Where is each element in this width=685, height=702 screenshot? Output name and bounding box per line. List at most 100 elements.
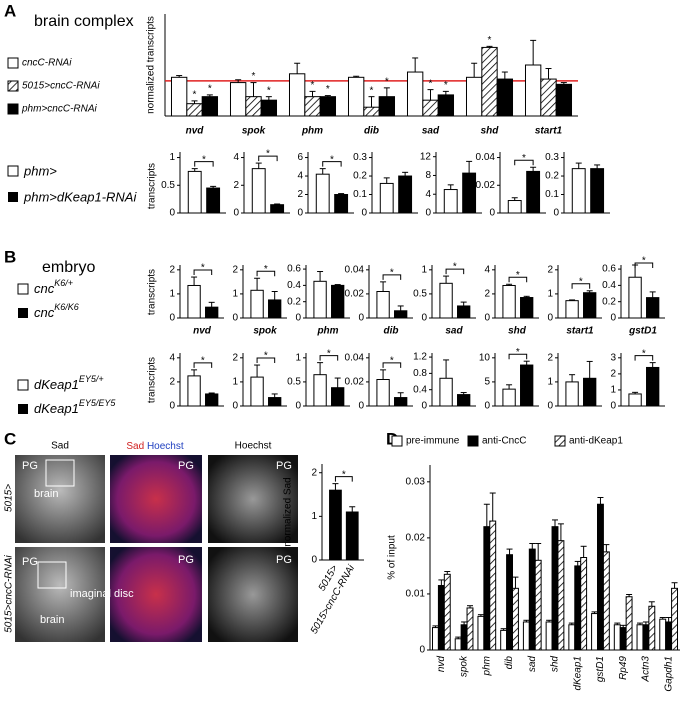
panel-label: B [4,247,16,266]
bar [363,106,380,117]
bar [270,204,285,214]
y-tick-label: 0.4 [413,384,427,395]
significance: * [264,351,268,362]
x-tick-label: shd [550,656,561,673]
x-label: start1 [566,326,594,337]
significance: * [370,85,374,96]
significance: * [444,80,448,91]
y-tick-label: 1 [421,264,427,275]
y-tick-label: 0.2 [602,296,616,307]
significance: * [642,348,646,359]
bar [422,99,439,117]
bar [378,96,396,117]
bar [481,46,498,117]
bar [379,182,394,214]
image-label: PG [22,460,38,472]
y-tick-label: 1 [311,511,317,522]
x-tick-label: nvd [186,126,205,137]
legend-label: phm>dKeap1-RNAi [23,189,137,204]
panel-label: A [4,1,16,20]
bar [590,168,605,214]
y-tick-label: 1 [547,377,553,388]
bar [457,394,471,407]
y-label: % of input [387,535,398,580]
y-tick-label: 0.02 [476,180,496,191]
image [15,547,105,642]
y-tick-label: 0 [425,208,431,219]
legend-swatch [554,435,566,447]
bar [186,103,203,117]
legend-label: 5015>cncC-RNAi [22,81,100,92]
bar [229,82,247,117]
y-tick-label: 0.3 [545,152,559,163]
bar [465,76,483,117]
significance: * [488,35,492,46]
y-tick-label: 1.2 [413,352,427,363]
bar [268,299,282,319]
bar [205,306,219,319]
y-tick-label: 0.04 [476,152,496,163]
significance: * [390,356,394,367]
bar [437,94,455,117]
bar [347,76,365,117]
y-tick-label: 2 [484,289,490,300]
legend-label: cncK6/+ [34,278,73,296]
legend-label: phm> [23,163,57,178]
legend-label: phm>cncC-RNAi [21,104,98,115]
legend-label: anti-CncC [482,436,526,447]
y-tick-label: 0 [295,313,301,324]
image-label: PG [22,556,38,568]
bar [376,291,390,319]
x-tick-label: dib [504,656,515,670]
bar [245,96,262,117]
y-tick-label: 2 [547,352,553,363]
image [208,547,298,642]
y-tick-label: 0 [484,401,490,412]
y-tick-label: 1 [232,289,238,300]
x-tick-label: start1 [535,126,563,137]
bar [502,388,516,407]
bar [502,284,516,319]
significance-bracket [334,476,353,482]
y-tick-label: 0 [358,313,364,324]
y-tick-label: 0 [547,313,553,324]
bar [555,83,573,117]
image [110,547,202,642]
bar [394,310,408,319]
bar [571,168,586,214]
legend: phm> phm>dKeap1-RNAi cncK6/+ cncK6/K6 dK… [7,163,137,416]
y-tick-label: 1 [169,152,175,163]
y-tick-label: 0 [553,208,559,219]
bar [520,297,534,319]
image-label: PG [178,460,194,472]
bar [591,613,598,651]
legend-swatch [17,379,29,391]
bar [671,587,678,651]
y-tick-label: 4 [425,189,431,200]
x-label: phm [316,326,338,337]
legend-label: cncC-RNAi [22,58,72,69]
y-label: transcripts [147,357,158,403]
significance-bracket [382,274,402,280]
y-tick-label: 2 [232,264,238,275]
y-tick-label: 0.6 [602,264,616,275]
y-tick-label: 0.6 [287,264,301,275]
bar [268,397,282,407]
bar [557,540,565,651]
significance-bracket [193,269,213,276]
x-tick-label: nvd [436,656,447,673]
bar [406,71,424,117]
bar [394,397,408,407]
bar [250,376,264,407]
inset-box [37,561,67,589]
y-tick-label: 0 [169,208,175,219]
y-tick-label: 4 [233,152,239,163]
y-tick-label: 0 [361,208,367,219]
x-label: shd [508,326,527,337]
column-header: Sad Hoechst [126,441,183,452]
legend-swatch [7,57,19,69]
bar [580,557,588,651]
y-tick-label: 0.5 [161,180,175,191]
significance: * [193,90,197,101]
